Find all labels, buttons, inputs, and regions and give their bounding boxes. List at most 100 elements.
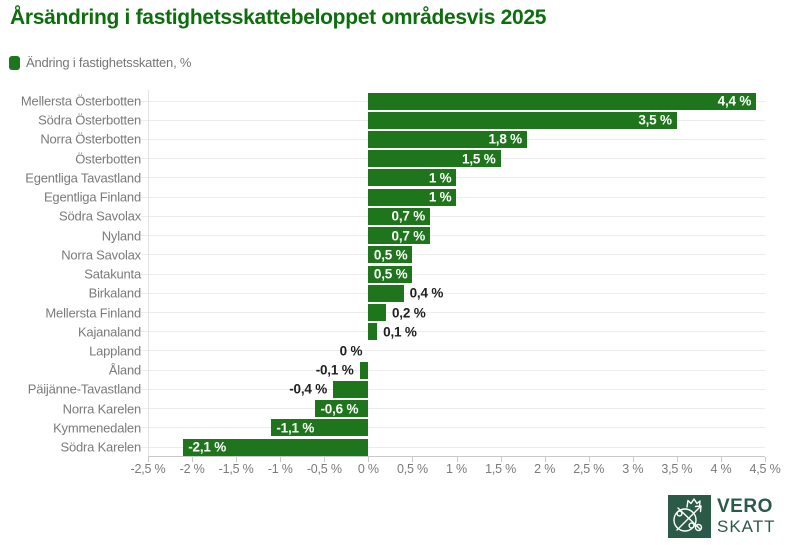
logo-wordmark: VERO SKATT: [717, 495, 776, 535]
x-axis-tick-label: 0,5 %: [396, 462, 428, 476]
x-axis-tick-label: 4,5 %: [749, 462, 781, 476]
value-label: -0,6 %: [320, 400, 359, 416]
category-label: Päijänne-Tavastland: [27, 381, 141, 397]
x-axis-tick: [632, 457, 634, 462]
value-label: 4,4 %: [717, 93, 752, 109]
value-label: 0,1 %: [383, 324, 417, 339]
bar[interactable]: [368, 246, 413, 264]
x-axis-tick-label: -0,5 %: [306, 462, 342, 476]
bar[interactable]: [333, 380, 369, 398]
category-label: Åland: [108, 362, 141, 378]
x-axis-tick-label: -2 %: [179, 462, 205, 476]
row-gridline: [141, 369, 765, 371]
value-label: 1,8 %: [488, 131, 522, 147]
page-title: Årsändring i fastighetsskattebeloppet om…: [10, 6, 547, 29]
x-axis-tick-label: 4 %: [710, 462, 732, 476]
legend-label: Ändring i fastighetsskatten, %: [26, 55, 192, 70]
row-gridline: [141, 350, 765, 352]
row-gridline: [141, 331, 765, 333]
row-gridline: [141, 312, 765, 314]
x-axis-tick-label: -1,5 %: [218, 462, 254, 476]
bar[interactable]: [368, 284, 404, 302]
value-label: 0,2 %: [391, 304, 426, 320]
category-label: Birkaland: [88, 285, 142, 301]
x-axis-tick: [720, 457, 722, 462]
bar[interactable]: [368, 150, 501, 168]
category-label: Kymmenedalen: [53, 420, 141, 436]
value-label: 0,5 %: [373, 266, 408, 282]
category-label: Österbotten: [75, 151, 141, 167]
category-label: Södra Savolax: [59, 208, 141, 224]
bar[interactable]: [368, 111, 677, 129]
x-axis-tick: [544, 457, 546, 462]
logo-line-vero: VERO: [717, 496, 773, 517]
value-label: -0,4 %: [289, 381, 328, 397]
bar[interactable]: [368, 323, 378, 341]
y-axis-line: [148, 90, 149, 456]
x-axis-tick: [765, 457, 766, 462]
value-label: 0,4 %: [409, 285, 444, 301]
value-label: 1 %: [428, 189, 452, 205]
x-axis-tick-label: 3,5 %: [661, 462, 693, 476]
bar[interactable]: [368, 304, 386, 322]
row-gridline: [141, 427, 765, 429]
x-axis-tick: [192, 457, 194, 462]
value-label: 1 %: [428, 170, 452, 186]
category-label: Södra Karelen: [60, 439, 141, 455]
bar[interactable]: [359, 361, 369, 379]
bar[interactable]: [368, 265, 413, 283]
x-axis-tick: [500, 457, 502, 462]
bar[interactable]: [368, 130, 527, 148]
x-axis-tick-label: 1,5 %: [485, 462, 517, 476]
x-axis-tick: [324, 457, 326, 462]
category-label: Nyland: [101, 228, 141, 244]
x-axis-tick-label: 2,5 %: [573, 462, 605, 476]
x-axis-tick: [368, 457, 370, 462]
legend-swatch-icon: [9, 55, 20, 70]
bar[interactable]: [368, 169, 457, 187]
row-gridline: [141, 388, 765, 390]
x-axis-tick-label: -1 %: [267, 462, 293, 476]
bar[interactable]: [368, 188, 457, 206]
row-gridline: [141, 273, 765, 275]
x-axis-tick-label: 1 %: [446, 462, 467, 476]
bar[interactable]: [368, 92, 757, 110]
x-axis-tick-label: -2,5 %: [130, 462, 166, 476]
value-label: -0,1 %: [315, 362, 354, 378]
bar[interactable]: [183, 438, 369, 456]
value-label: 3,5 %: [638, 112, 672, 128]
category-label: Lappland: [89, 343, 141, 359]
x-axis-tick: [280, 457, 282, 462]
row-gridline: [141, 446, 765, 448]
vero-skatt-logo: VERO SKATT: [668, 495, 776, 538]
bar[interactable]: [271, 419, 369, 437]
x-axis-tick: [412, 457, 414, 462]
x-axis-tick: [676, 457, 678, 462]
value-label: 0 %: [339, 343, 363, 359]
value-label: 0,5 %: [373, 247, 408, 263]
bar[interactable]: [368, 227, 431, 245]
value-label: -1,1 %: [276, 420, 315, 436]
x-axis-tick: [588, 457, 590, 462]
row-gridline: [141, 215, 765, 217]
row-gridline: [141, 408, 765, 410]
row-gridline: [141, 292, 765, 294]
value-label: 0,7 %: [391, 208, 426, 224]
bar[interactable]: [315, 400, 369, 418]
vero-emblem-icon: [668, 495, 711, 538]
x-axis-tick-label: 3 %: [622, 462, 644, 476]
row-gridline: [141, 254, 765, 256]
category-label: Norra Savolax: [61, 247, 141, 263]
category-label: Kajanaland: [77, 324, 141, 340]
bar[interactable]: [368, 207, 431, 225]
logo-line-skatt: SKATT: [717, 517, 776, 536]
row-gridline: [141, 235, 765, 237]
x-axis-tick: [456, 457, 458, 462]
category-label: Södra Österbotten: [38, 112, 141, 128]
legend-item[interactable]: Ändring i fastighetsskatten, %: [9, 55, 191, 70]
x-axis-tick: [236, 457, 238, 462]
category-label: Mellersta Österbotten: [20, 93, 141, 109]
value-label: 0,7 %: [391, 227, 426, 243]
x-axis-tick-label: 0 %: [357, 462, 379, 476]
